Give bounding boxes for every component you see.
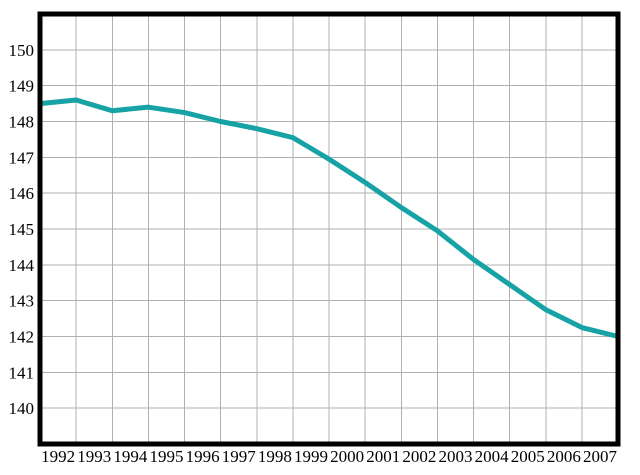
data-line [39, 97, 619, 339]
x-tick-label-1996: 1996 [186, 447, 220, 466]
x-tick-label-1992: 1992 [41, 447, 75, 466]
x-tick-label-2004: 2004 [475, 447, 510, 466]
y-tick-label-141: 141 [9, 363, 35, 382]
x-tick-label-2002: 2002 [402, 447, 436, 466]
y-tick-label-145: 145 [9, 220, 35, 239]
x-tick-label-1997: 1997 [222, 447, 257, 466]
y-tick-label-148: 148 [9, 113, 35, 132]
y-tick-label-146: 146 [9, 184, 35, 203]
y-tick-label-149: 149 [9, 77, 35, 96]
plot-border [37, 11, 621, 447]
y-tick-label-147: 147 [9, 148, 35, 167]
x-tick-label-1993: 1993 [77, 447, 111, 466]
x-tick-label-2007: 2007 [583, 447, 618, 466]
y-tick-label-140: 140 [9, 399, 35, 418]
x-tick-label-1995: 1995 [149, 447, 183, 466]
x-tick-label-2003: 2003 [438, 447, 472, 466]
x-tick-label-2000: 2000 [330, 447, 364, 466]
x-tick-label-2001: 2001 [366, 447, 400, 466]
y-tick-label-143: 143 [9, 292, 35, 311]
x-tick-label-1999: 1999 [294, 447, 328, 466]
x-tick-label-2005: 2005 [511, 447, 545, 466]
y-tick-label-142: 142 [9, 328, 35, 347]
y-tick-label-144: 144 [9, 256, 35, 275]
x-tick-label-1998: 1998 [258, 447, 292, 466]
x-tick-label-2006: 2006 [547, 447, 581, 466]
x-tick-label-1994: 1994 [113, 447, 148, 466]
y-tick-label-150: 150 [9, 41, 35, 60]
